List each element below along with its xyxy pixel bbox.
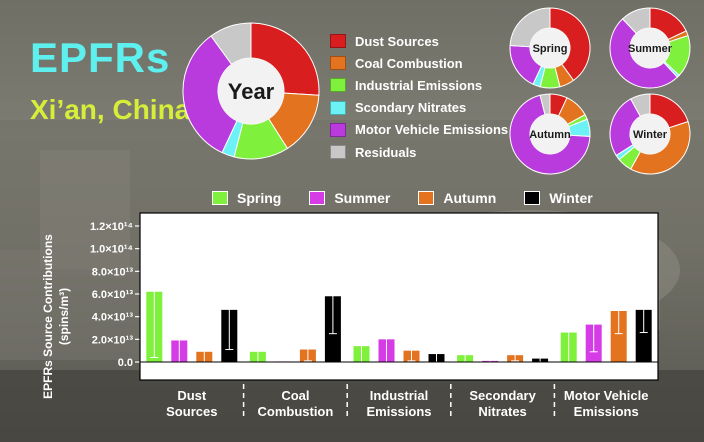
x-category-label: Nitrates <box>478 404 526 419</box>
legend-item-spring: Spring <box>212 190 281 206</box>
x-category-label: Secondary <box>469 388 536 403</box>
error-bar-summer-industrial-emissions <box>382 313 391 365</box>
donut-autumn: Autumn <box>509 93 591 175</box>
legend-label: Autumn <box>443 190 497 206</box>
donut-hole <box>630 28 670 68</box>
error-bar-autumn-motor-vehicle-emissions <box>614 287 623 335</box>
legend-label: Scondary Nitrates <box>355 100 467 116</box>
y-axis-label: (spins/m³) <box>57 288 71 345</box>
error-bar-summer-coal-combustion <box>278 359 287 364</box>
error-bar-spring-industrial-emissions <box>357 325 366 365</box>
error-bar-winter-dust-sources <box>225 269 234 351</box>
error-bar-spring-motor-vehicle-emissions <box>564 293 573 365</box>
donut-label-year: Year <box>228 79 275 104</box>
legend-swatch <box>524 191 541 205</box>
error-bar-winter-motor-vehicle-emissions <box>639 286 648 334</box>
error-bar-spring-coal-combustion <box>253 338 262 365</box>
legend-item-dust-sources: Dust Sources <box>330 30 508 52</box>
legend-label: Dust Sources <box>355 33 439 49</box>
x-category-label: Motor Vehicle <box>564 388 649 403</box>
legend-swatch <box>330 122 346 137</box>
legend-swatch <box>212 191 228 205</box>
legend-item-scondary-nitrates: Scondary Nitrates <box>330 97 508 119</box>
legend-item-industrial-emissions: Industrial Emissions <box>330 74 508 96</box>
legend-swatch <box>418 191 435 205</box>
legend-item-residuals: Residuals <box>330 141 508 163</box>
legend-label: Winter <box>549 190 593 206</box>
bar-winter-motor-vehicle-emissions <box>635 309 652 362</box>
x-category-label: Emissions <box>366 404 431 419</box>
y-tick-label: 1.0×10¹⁴ <box>90 244 133 256</box>
error-bar-autumn-industrial-emissions <box>407 339 416 362</box>
donut-charts: Year Spring Summer Autumn Winter <box>182 7 691 175</box>
y-tick-label: 4.0×10¹³ <box>92 312 134 324</box>
error-bar-autumn-secondary-nitrates <box>511 349 520 362</box>
donut-hole <box>630 114 670 154</box>
donut-spring: Spring <box>509 7 591 89</box>
legend-item-summer: Summer <box>309 190 390 206</box>
donut-label-autumn: Autumn <box>529 129 571 141</box>
legend-swatch <box>330 78 346 93</box>
x-category-label: Dust <box>177 388 207 403</box>
y-tick-label: 1.2×10¹⁴ <box>90 221 133 233</box>
x-category-label: Coal <box>281 388 309 403</box>
error-bar-winter-industrial-emissions <box>432 342 441 365</box>
error-bar-autumn-coal-combustion <box>303 337 312 362</box>
slice-year-residuals <box>210 22 252 66</box>
legend-item-autumn: Autumn <box>418 190 496 206</box>
legend-label: Spring <box>237 190 282 206</box>
error-bar-summer-motor-vehicle-emissions <box>589 296 598 353</box>
legend-label: Motor Vehicle Emissions <box>355 122 509 138</box>
legend-swatch <box>330 34 346 49</box>
x-category-label: Industrial <box>370 388 429 403</box>
donut-year: Year <box>182 22 320 160</box>
donut-hole <box>218 58 284 124</box>
donut-label-summer: Summer <box>628 43 673 55</box>
bar-autumn-motor-vehicle-emissions <box>610 311 627 362</box>
legend-swatch <box>330 100 346 115</box>
y-tick-label: 2.0×10¹³ <box>92 334 134 346</box>
donut-label-winter: Winter <box>633 129 668 141</box>
plot-frame <box>139 212 659 381</box>
legend-swatch <box>309 191 326 205</box>
donut-hole <box>530 114 570 154</box>
legend-label: Summer <box>334 190 391 206</box>
figure-title: EPFRs <box>30 34 171 81</box>
donut-winter: Winter <box>609 93 691 175</box>
error-bar-autumn-dust-sources <box>200 336 209 365</box>
figure-subtitle: Xi’an, China <box>30 94 191 125</box>
legend-item-motor-vehicle-emissions: Motor Vehicle Emissions <box>330 119 508 141</box>
y-tick-label: 8.0×10¹³ <box>92 266 134 278</box>
season-legend: Spring Summer Autumn Winter <box>212 190 621 206</box>
donut-summer: Summer <box>609 7 691 89</box>
legend-item-coal-combustion: Coal Combustion <box>330 52 508 74</box>
y-axis-label: EPFRs Source Contributions <box>41 234 55 399</box>
error-bar-spring-dust-sources <box>150 225 159 358</box>
y-tick-label: 6.0×10¹³ <box>92 289 134 301</box>
legend-swatch <box>330 56 346 71</box>
donut-label-spring: Spring <box>533 43 568 55</box>
x-category-label: Emissions <box>574 404 639 419</box>
legend-swatch <box>330 145 346 160</box>
y-tick-label: 0.0 <box>118 357 133 369</box>
legend-item-winter: Winter <box>524 190 593 206</box>
source-legend: Dust Sources Coal Combustion Industrial Em… <box>330 30 508 163</box>
legend-label: Industrial Emissions <box>355 77 483 93</box>
legend-label: Residuals <box>355 144 417 160</box>
legend-label: Coal Combustion <box>355 55 463 71</box>
donut-hole <box>530 28 570 68</box>
x-category-label: Sources <box>166 404 217 419</box>
error-bar-summer-dust-sources <box>175 312 184 365</box>
error-bar-winter-coal-combustion <box>328 258 337 335</box>
x-category-label: Combustion <box>257 404 333 419</box>
